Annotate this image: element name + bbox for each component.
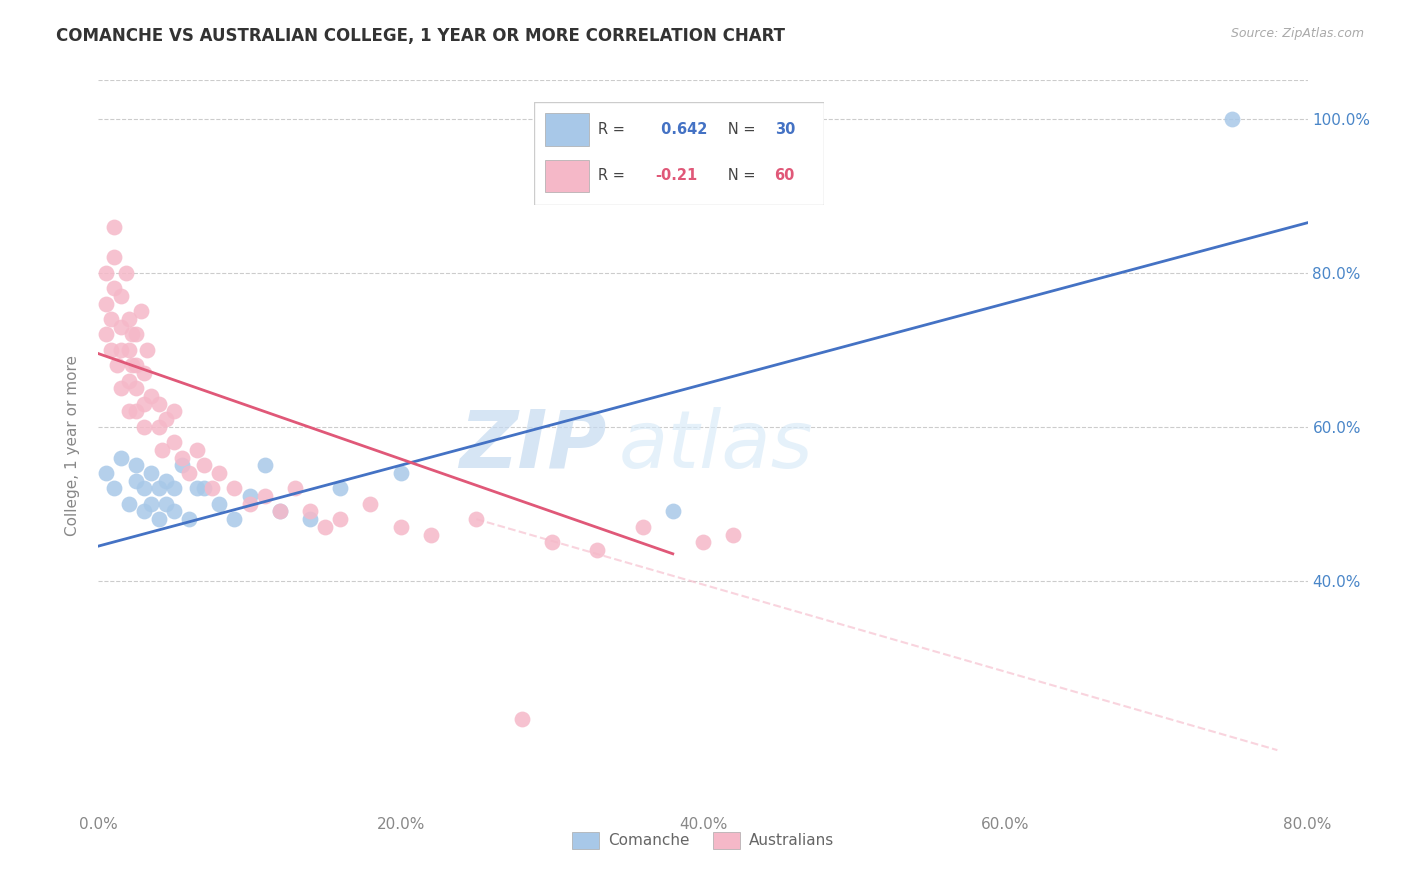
Point [163,481,186,495]
Point [540,535,562,549]
Point [94,466,117,480]
Point [103,251,125,265]
Point [155,474,177,488]
Point [186,442,208,457]
Point [103,219,125,234]
Point [110,381,132,395]
Point [135,343,157,357]
Point [208,497,231,511]
Point [94,327,117,342]
Point [253,489,276,503]
Point [148,397,170,411]
Point [125,474,148,488]
Point [661,504,683,518]
Point [141,497,163,511]
Point [389,466,412,480]
Point [179,512,201,526]
Point [269,504,291,518]
Point [269,504,291,518]
Point [118,497,141,511]
Text: COMANCHE VS AUSTRALIAN COLLEGE, 1 YEAR OR MORE CORRELATION CHART: COMANCHE VS AUSTRALIAN COLLEGE, 1 YEAR O… [56,27,785,45]
Point [389,520,412,534]
Point [103,281,125,295]
Point [253,458,276,473]
Point [94,266,117,280]
Point [201,481,224,495]
Point [155,412,177,426]
Point [692,535,714,549]
Point [299,504,322,518]
Point [170,458,193,473]
Point [94,296,117,310]
Point [141,466,163,480]
Point [208,466,231,480]
Point [125,358,148,372]
Y-axis label: College, 1 year or more: College, 1 year or more [65,356,80,536]
Text: atlas: atlas [619,407,813,485]
Point [163,504,186,518]
Point [360,497,382,511]
Point [125,381,148,395]
Point [163,404,186,418]
Point [329,481,352,495]
Point [186,481,208,495]
Point [284,481,307,495]
Legend: Comanche, Australians: Comanche, Australians [565,825,841,855]
Point [110,343,132,357]
Point [586,543,609,558]
Point [148,481,170,495]
Point [314,520,336,534]
Point [100,312,122,326]
Point [103,481,125,495]
Point [170,450,193,465]
Text: Source: ZipAtlas.com: Source: ZipAtlas.com [1230,27,1364,40]
Point [163,435,186,450]
Point [510,712,533,726]
Point [224,512,246,526]
Point [110,289,132,303]
Point [239,497,262,511]
Point [121,327,143,342]
Point [110,319,132,334]
Point [155,497,177,511]
Point [148,419,170,434]
Point [105,358,128,372]
Point [141,389,163,403]
Point [1220,112,1243,126]
Point [239,489,262,503]
Point [132,366,155,380]
Point [125,327,148,342]
Point [179,466,201,480]
Point [125,404,148,418]
Point [129,304,152,318]
Point [132,419,155,434]
Point [110,450,132,465]
Point [631,520,654,534]
Point [148,512,170,526]
Point [114,266,136,280]
Point [193,458,215,473]
Point [132,481,155,495]
Point [150,442,173,457]
Point [118,404,141,418]
Point [329,512,352,526]
Point [132,504,155,518]
Point [224,481,246,495]
Point [132,397,155,411]
Point [125,458,148,473]
Point [193,481,215,495]
Point [100,343,122,357]
Point [465,512,488,526]
Point [723,527,745,541]
Point [121,358,143,372]
Point [118,312,141,326]
Point [299,512,322,526]
Point [118,374,141,388]
Point [420,527,443,541]
Text: ZIP: ZIP [458,407,606,485]
Point [118,343,141,357]
